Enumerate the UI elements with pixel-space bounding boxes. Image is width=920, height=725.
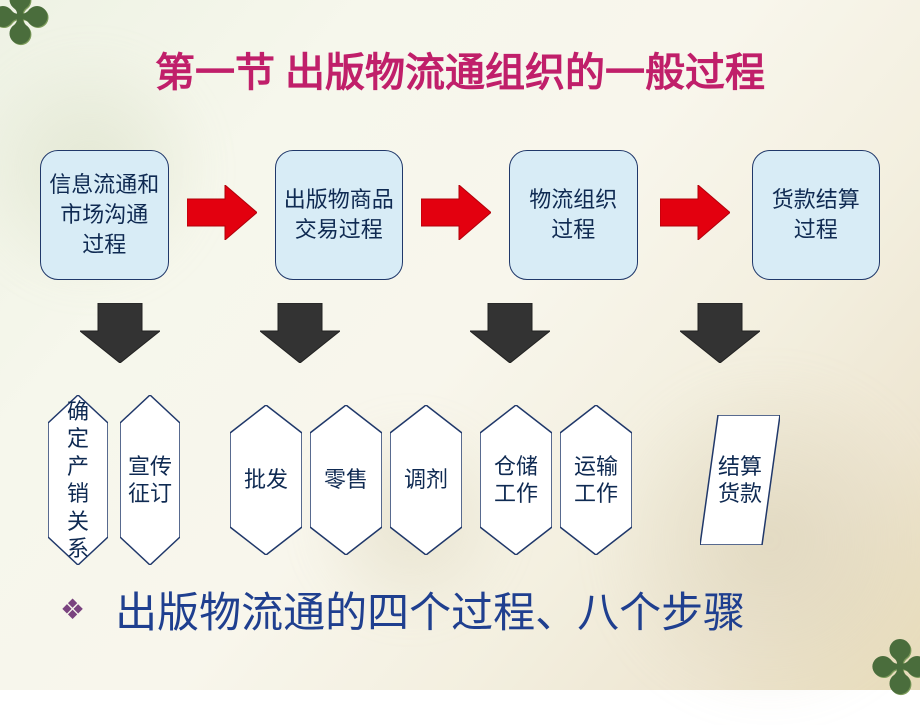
down-arrow-0: [80, 303, 160, 368]
down-arrow-3: [680, 303, 760, 368]
step-item-2: 批发: [230, 405, 302, 555]
process-box-3: 货款结算过程: [752, 150, 881, 280]
slide-title-text: 第一节 出版物流通组织的一般过程: [155, 50, 765, 95]
step-item-label-6: 运输 工作: [574, 453, 618, 508]
step-item-label-3: 零售: [324, 466, 368, 494]
step-item-label-0: 确 定 产 销 关 系: [67, 398, 89, 563]
flow-arrow-right-2: [660, 185, 730, 245]
down-arrow-2: [470, 303, 550, 368]
step-item-3: 零售: [310, 405, 382, 555]
step-item-label-1: 宣传 征订: [128, 453, 172, 508]
step-item-label-2: 批发: [244, 466, 288, 494]
slide-title: 第一节 出版物流通组织的一般过程: [0, 0, 920, 98]
process-box-0: 信息流通和市场沟通过程: [40, 150, 169, 280]
step-item-label-7: 结算 货款: [718, 453, 762, 508]
step-item-label-5: 仓储 工作: [494, 453, 538, 508]
steps-row: 确 定 产 销 关 系 宣传 征订 批发 零售 调剂 仓储 工作 运输 工作 结…: [0, 380, 920, 580]
down-arrow-1: [260, 303, 340, 368]
down-arrows-row: [0, 300, 920, 370]
step-item-4: 调剂: [390, 405, 462, 555]
step-item-label-4: 调剂: [404, 466, 448, 494]
step-item-6: 运输 工作: [560, 405, 632, 555]
subtitle-text: 出版物流通的四个过程、八个步骤: [115, 579, 745, 640]
process-box-1: 出版物商品交易过程: [275, 150, 404, 280]
step-item-1: 宣传 征订: [120, 395, 180, 565]
step-item-0: 确 定 产 销 关 系: [48, 395, 108, 565]
process-box-2: 物流组织过程: [509, 150, 638, 280]
flow-arrow-right-1: [421, 185, 491, 245]
step-item-7: 结算 货款: [700, 415, 780, 545]
flow-arrow-right-0: [187, 185, 257, 245]
subtitle-row: ❖ 出版物流通的四个过程、八个步骤: [0, 579, 920, 640]
step-item-5: 仓储 工作: [480, 405, 552, 555]
process-row: 信息流通和市场沟通过程 出版物商品交易过程 物流组织过程 货款结算过程: [0, 150, 920, 280]
bullet-icon: ❖: [60, 593, 85, 627]
